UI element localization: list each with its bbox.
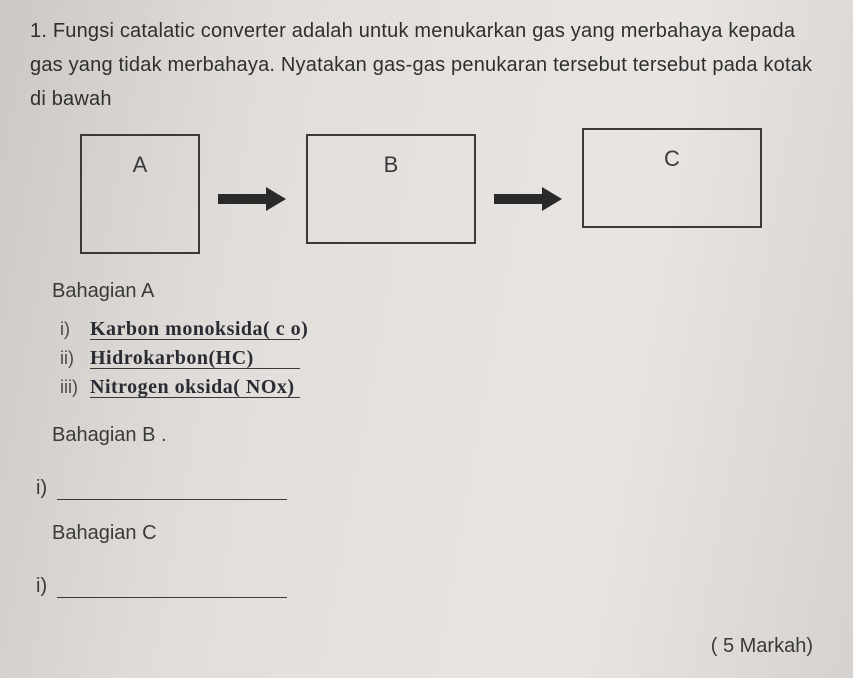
section-c-label: Bahagian C <box>52 522 823 545</box>
arrow-2 <box>494 190 564 208</box>
question-number: 1. <box>30 20 47 42</box>
answer-num: i) <box>36 477 47 500</box>
arrow-shaft <box>494 194 544 204</box>
answer-underline: Hidrokarbon(HC) <box>90 346 300 369</box>
box-c-label: C <box>664 146 680 172</box>
section-a-label: Bahagian A <box>52 280 823 303</box>
answer-line: i) Karbon monoksida( c o) <box>60 317 823 340</box>
worksheet-page: 1. Fungsi catalatic converter adalah unt… <box>0 0 853 678</box>
box-a: A <box>80 134 200 254</box>
section-b-label: Bahagian B . <box>52 424 823 447</box>
section-a-answers: i) Karbon monoksida( c o) ii) Hidrokarbo… <box>60 317 823 398</box>
arrow-1 <box>218 190 288 208</box>
question-line-3: di bawah <box>30 88 112 110</box>
flow-diagram: A B C <box>30 134 823 254</box>
question-text: 1. Fungsi catalatic converter adalah unt… <box>30 14 823 116</box>
answer-underline <box>57 477 287 500</box>
box-a-label: A <box>133 152 148 178</box>
marks-label: ( 5 Markah) <box>711 635 813 658</box>
arrow-head <box>266 187 286 211</box>
question-line-2: gas yang tidak merbahaya. Nyatakan gas-g… <box>30 54 812 76</box>
answer-num: ii) <box>60 348 82 369</box>
answer-line: iii) Nitrogen oksida( NOx) <box>60 375 823 398</box>
box-b-label: B <box>384 152 399 178</box>
box-c: C <box>582 128 762 228</box>
handwritten-answer: Karbon monoksida( c o) <box>90 318 308 341</box>
answer-num: iii) <box>60 377 82 398</box>
answer-underline: Nitrogen oksida( NOx) <box>90 375 300 398</box>
arrow-head <box>542 187 562 211</box>
answer-underline: Karbon monoksida( c o) <box>90 317 300 340</box>
answer-num: i) <box>60 319 82 340</box>
handwritten-answer: Hidrokarbon(HC) <box>90 347 254 370</box>
section-c-blank: i) <box>36 575 823 598</box>
answer-num: i) <box>36 575 47 598</box>
handwritten-answer: Nitrogen oksida( NOx) <box>90 376 295 399</box>
answer-line: ii) Hidrokarbon(HC) <box>60 346 823 369</box>
section-b-blank: i) <box>36 477 823 500</box>
arrow-shaft <box>218 194 268 204</box>
answer-underline <box>57 575 287 598</box>
box-b: B <box>306 134 476 244</box>
question-line-1: Fungsi catalatic converter adalah untuk … <box>53 20 795 42</box>
